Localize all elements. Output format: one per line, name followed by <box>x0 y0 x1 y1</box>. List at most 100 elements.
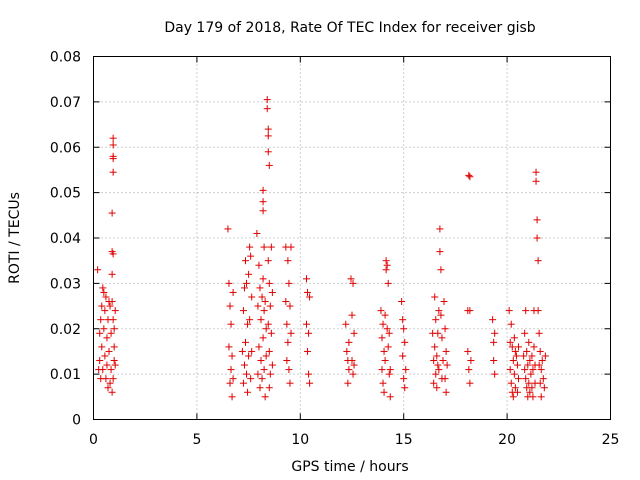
data-point <box>506 366 514 374</box>
data-point <box>282 298 290 306</box>
data-point <box>521 366 529 374</box>
data-point <box>264 125 272 133</box>
data-point <box>259 207 267 215</box>
data-point <box>225 279 233 287</box>
data-point <box>524 361 532 369</box>
data-point <box>101 352 109 360</box>
data-point <box>259 275 267 283</box>
data-point <box>284 257 292 265</box>
data-point <box>491 370 499 378</box>
data-point <box>431 343 439 351</box>
data-point <box>438 334 446 342</box>
data-point <box>258 375 266 383</box>
data-point <box>244 320 252 328</box>
data-point <box>512 352 520 360</box>
data-point <box>490 357 498 365</box>
data-point <box>104 384 112 392</box>
data-point <box>507 379 515 387</box>
x-tick-label: 20 <box>498 432 516 448</box>
data-point <box>263 96 271 104</box>
data-point <box>227 366 235 374</box>
data-point <box>436 225 444 233</box>
data-point <box>261 298 269 306</box>
data-point <box>225 343 233 351</box>
data-point <box>433 352 441 360</box>
data-point <box>243 370 251 378</box>
data-point <box>109 141 117 149</box>
data-point <box>490 338 498 346</box>
data-point <box>255 343 263 351</box>
data-point <box>306 379 314 387</box>
data-point <box>509 357 517 365</box>
data-point <box>538 357 546 365</box>
x-tick-label: 25 <box>602 432 620 448</box>
data-point <box>511 347 519 355</box>
data-point <box>304 288 312 296</box>
data-point <box>506 338 514 346</box>
data-point <box>430 379 438 387</box>
data-point <box>489 316 497 324</box>
x-tick-label: 0 <box>89 432 98 448</box>
grid <box>93 56 611 420</box>
y-tick-label: 0.04 <box>50 231 81 247</box>
data-point <box>532 168 540 176</box>
data-point <box>263 105 271 113</box>
y-tick-label: 0.07 <box>50 95 81 111</box>
plot-frame <box>93 56 611 420</box>
data-point <box>267 243 275 251</box>
data-point <box>266 370 274 378</box>
data-point <box>349 370 357 378</box>
data-point <box>303 275 311 283</box>
data-point <box>229 288 237 296</box>
data-point <box>528 352 536 360</box>
data-point <box>240 361 248 369</box>
data-point <box>443 361 451 369</box>
data-point <box>527 370 535 378</box>
data-point <box>268 361 276 369</box>
data-point <box>265 161 273 169</box>
x-tick-label: 15 <box>395 432 413 448</box>
data-point <box>264 257 272 265</box>
data-point <box>108 270 116 278</box>
data-point <box>535 329 543 337</box>
x-tick-label: 10 <box>291 432 309 448</box>
data-point <box>432 316 440 324</box>
data-point <box>286 302 294 310</box>
data-point <box>265 384 273 392</box>
data-point <box>437 266 445 274</box>
data-point <box>435 366 443 374</box>
data-point <box>246 316 254 324</box>
data-point <box>108 298 116 306</box>
data-point <box>224 225 232 233</box>
data-point <box>285 279 293 287</box>
data-point <box>382 266 390 274</box>
data-point <box>228 393 236 401</box>
x-tick-labels: 0 5 10 15 20 25 <box>89 432 619 448</box>
data-point <box>379 379 387 387</box>
data-points <box>94 96 549 401</box>
data-point <box>342 320 350 328</box>
data-point <box>525 379 533 387</box>
data-point <box>382 257 390 265</box>
data-point <box>228 352 236 360</box>
data-point <box>287 329 295 337</box>
data-point <box>94 266 102 274</box>
data-point <box>466 307 474 315</box>
data-point <box>510 370 518 378</box>
data-point <box>264 148 272 156</box>
data-point <box>505 307 513 315</box>
data-point <box>343 347 351 355</box>
data-point <box>286 379 294 387</box>
data-point <box>401 384 409 392</box>
data-point <box>248 347 256 355</box>
data-point <box>102 293 110 301</box>
data-point <box>260 307 268 315</box>
data-point <box>303 320 311 328</box>
data-point <box>508 343 516 351</box>
data-point <box>400 325 408 333</box>
data-point <box>259 186 267 194</box>
data-point <box>510 334 518 342</box>
data-point <box>535 361 543 369</box>
y-tick-labels: 0 0.01 0.02 0.03 0.04 0.05 0.06 0.07 0.08 <box>50 50 81 429</box>
